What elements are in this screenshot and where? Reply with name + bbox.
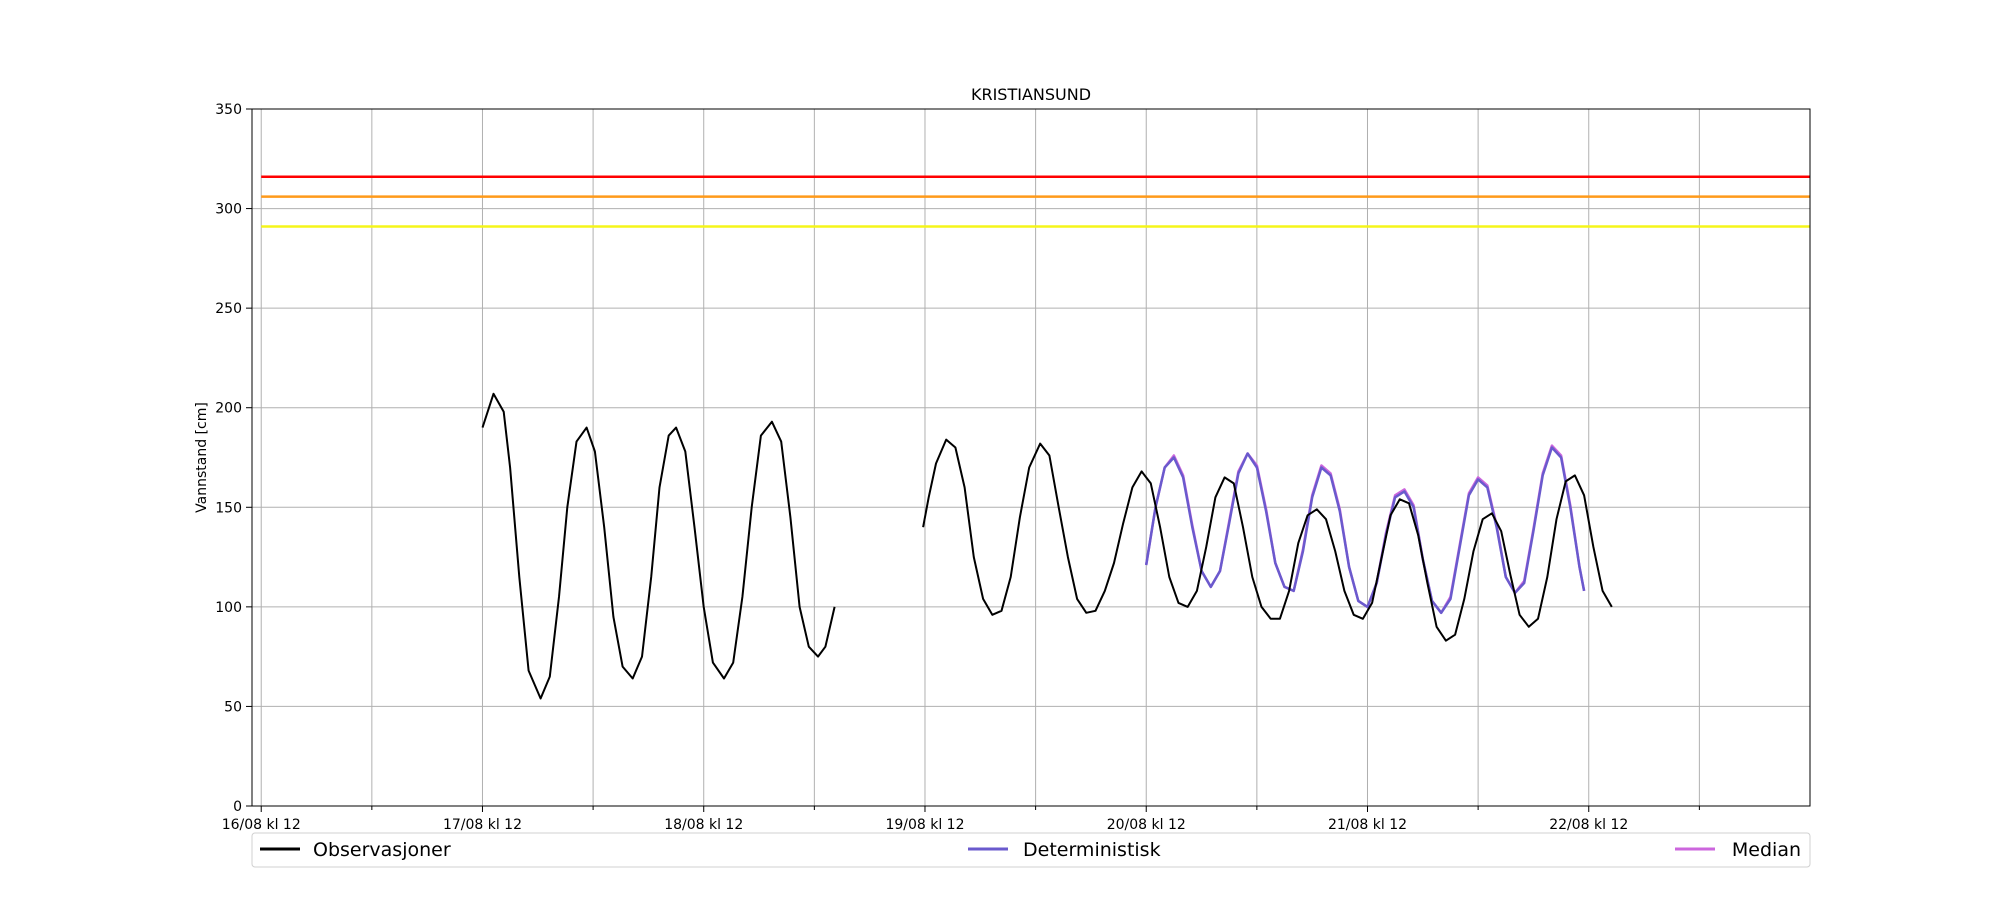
- plot-frame: [251, 108, 1811, 807]
- y-tick-label: 350: [215, 102, 242, 118]
- series-line-deterministisk: [1144, 446, 1586, 615]
- legend-label: Deterministisk: [1023, 839, 1161, 861]
- x-tick-label: 16/08 kl 12: [222, 817, 301, 833]
- x-tick-label: 17/08 kl 12: [443, 817, 522, 833]
- legend: Observasjoner Deterministisk Median: [251, 832, 1811, 868]
- y-tick-label: 200: [215, 401, 242, 417]
- series-line-observasjoner: [481, 392, 1613, 700]
- threshold-lines: [261, 175, 1810, 228]
- x-tick-label: 21/08 kl 12: [1328, 817, 1407, 833]
- y-tick-label: 50: [224, 699, 242, 715]
- x-tick-label: 18/08 kl 12: [664, 817, 743, 833]
- chart-title: KRISTIANSUND: [971, 85, 1091, 104]
- axes: 0 50 100 150 200 250 300 350 16/08 kl 12 17/08 kl…: [215, 102, 1700, 833]
- grid: [252, 108, 1810, 807]
- y-tick-label: 100: [215, 600, 242, 616]
- legend-label: Observasjoner: [313, 839, 451, 861]
- y-tick-label: 150: [215, 500, 242, 516]
- y-tick-label: 250: [215, 301, 242, 317]
- legend-box: [251, 832, 1811, 868]
- x-tick-label: 20/08 kl 12: [1107, 817, 1186, 833]
- legend-label: Median: [1732, 839, 1801, 861]
- x-tick-label: 19/08 kl 12: [885, 817, 964, 833]
- y-tick-label: 300: [215, 202, 242, 218]
- x-tick-label: 22/08 kl 12: [1549, 817, 1628, 833]
- y-tick-label: 0: [233, 799, 242, 815]
- series-lines: [481, 392, 1613, 700]
- y-axis-label: Vannstand [cm]: [194, 402, 210, 513]
